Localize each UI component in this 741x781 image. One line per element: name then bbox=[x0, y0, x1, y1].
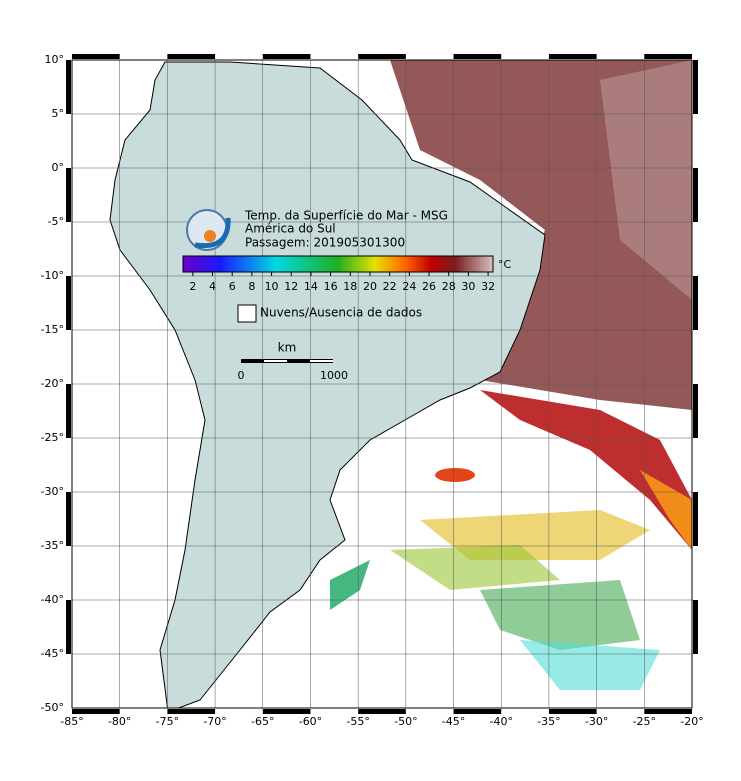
lat-tick-label: 5° bbox=[52, 107, 65, 120]
lat-tick-label: -40° bbox=[41, 593, 64, 606]
border-seg bbox=[548, 54, 597, 59]
lon-tick-label: -85° bbox=[60, 715, 83, 728]
border-seg bbox=[66, 384, 71, 438]
scale-unit: km bbox=[278, 341, 297, 355]
colorbar-unit: °C bbox=[498, 258, 512, 271]
lon-tick-label: -25° bbox=[633, 715, 656, 728]
lon-tick-label: -60° bbox=[299, 715, 322, 728]
lon-tick-label: -80° bbox=[108, 715, 131, 728]
lat-tick-label: 0° bbox=[52, 161, 65, 174]
lon-tick-label: -65° bbox=[251, 715, 274, 728]
colorbar-tick-label: 22 bbox=[383, 280, 397, 293]
border-seg bbox=[693, 384, 698, 438]
colorbar-tick-label: 8 bbox=[248, 280, 255, 293]
border-seg bbox=[167, 709, 216, 714]
border-seg bbox=[358, 54, 406, 59]
border-seg bbox=[693, 276, 698, 330]
border-seg bbox=[66, 492, 71, 546]
colorbar-tick-label: 32 bbox=[481, 280, 495, 293]
border-seg bbox=[167, 54, 216, 59]
lat-tick-label: -5° bbox=[48, 215, 64, 228]
border-seg bbox=[262, 54, 311, 59]
border-seg bbox=[453, 54, 502, 59]
border-seg bbox=[72, 54, 120, 59]
colorbar-tick-label: 4 bbox=[209, 280, 216, 293]
scale-label: 0 bbox=[238, 369, 245, 382]
logo bbox=[186, 209, 231, 251]
colorbar-tick-label: 2 bbox=[189, 280, 196, 293]
lat-tick-label: -15° bbox=[41, 323, 64, 336]
colorbar-tick-label: 28 bbox=[442, 280, 456, 293]
border-seg bbox=[66, 60, 71, 114]
frame bbox=[71, 59, 693, 709]
colorbar-tick-label: 20 bbox=[363, 280, 377, 293]
colorbar-tick-label: 6 bbox=[229, 280, 236, 293]
frame-border bbox=[66, 54, 698, 714]
lon-tick-label: -45° bbox=[442, 715, 465, 728]
border-seg bbox=[644, 709, 692, 714]
sst-patches bbox=[330, 60, 692, 690]
title: Temp. da Superfície do Mar - MSG bbox=[244, 209, 448, 223]
grid bbox=[72, 60, 692, 708]
colorbar bbox=[182, 255, 494, 273]
border-seg bbox=[358, 709, 406, 714]
border-seg bbox=[66, 276, 71, 330]
region: América do Sul bbox=[245, 222, 336, 236]
lon-tick-label: -20° bbox=[680, 715, 703, 728]
colorbar-tick-label: 12 bbox=[284, 280, 298, 293]
lon-tick-label: -40° bbox=[489, 715, 512, 728]
lat-tick-label: -50° bbox=[41, 701, 64, 714]
border-seg bbox=[262, 709, 311, 714]
border-seg bbox=[693, 492, 698, 546]
border-seg bbox=[693, 168, 698, 222]
colorbar-tick-label: 26 bbox=[422, 280, 436, 293]
colorbar-tick-label: 30 bbox=[461, 280, 475, 293]
border-seg bbox=[693, 600, 698, 654]
lon-tick-label: -50° bbox=[394, 715, 417, 728]
lon-tick-label: -75° bbox=[156, 715, 179, 728]
border-seg bbox=[693, 60, 698, 114]
colorbar-tick-label: 16 bbox=[324, 280, 338, 293]
scale-bar-seg bbox=[310, 360, 333, 362]
lat-tick-label: -25° bbox=[41, 431, 64, 444]
lon-tick-label: -70° bbox=[203, 715, 226, 728]
border-seg bbox=[66, 600, 71, 654]
colorbar-tick-label: 24 bbox=[402, 280, 416, 293]
colorbar-tick-label: 14 bbox=[304, 280, 318, 293]
colorbar-tick-label: 10 bbox=[265, 280, 279, 293]
scale-bar-seg bbox=[264, 360, 287, 362]
lat-tick-label: 10° bbox=[45, 53, 65, 66]
legend-label: Nuvens/Ausencia de dados bbox=[260, 306, 422, 320]
border-seg bbox=[66, 168, 71, 222]
colorbar-tick-label: 18 bbox=[343, 280, 357, 293]
lat-tick-label: -20° bbox=[41, 377, 64, 390]
border-seg bbox=[72, 709, 120, 714]
lat-tick-label: -30° bbox=[41, 485, 64, 498]
pass: Passagem: 201905301300 bbox=[245, 236, 405, 250]
border-seg bbox=[548, 709, 597, 714]
lon-tick-label: -30° bbox=[585, 715, 608, 728]
border-seg bbox=[453, 709, 502, 714]
lat-tick-label: -45° bbox=[41, 647, 64, 660]
scale-label: 1000 bbox=[320, 369, 348, 382]
map-area bbox=[72, 60, 692, 708]
lat-tick-label: -35° bbox=[41, 539, 64, 552]
lon-tick-label: -35° bbox=[537, 715, 560, 728]
border-seg bbox=[644, 54, 692, 59]
legend-swatch bbox=[237, 304, 257, 323]
lon-tick-label: -55° bbox=[346, 715, 369, 728]
lat-tick-label: -10° bbox=[41, 269, 64, 282]
